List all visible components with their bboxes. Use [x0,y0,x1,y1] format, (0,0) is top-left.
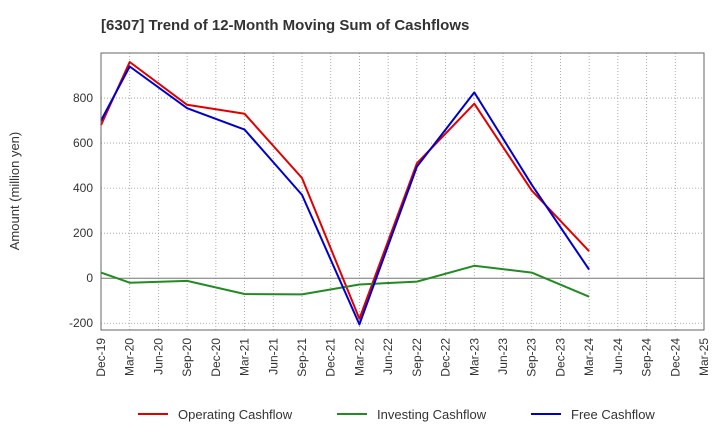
plot-frame [100,52,705,331]
x-tick-label: Sep-20 [180,338,194,377]
x-tick-label: Mar-21 [238,338,252,376]
series-line [100,61,590,320]
legend: Operating Cashflow Investing Cashflow Free… [138,407,655,422]
y-axis-title: Amount (million yen) [7,132,22,251]
y-tick-label: 0 [86,271,93,285]
x-tick-label: Jun-22 [381,338,395,375]
x-tick-label: Dec-20 [209,338,223,377]
legend-item: Free Cashflow [531,407,655,422]
x-tick-label: Dec-19 [94,338,108,377]
x-tick-label: Mar-24 [582,338,596,376]
y-tick-label: 200 [73,226,93,240]
x-tick-label: Sep-23 [525,338,539,377]
chart-title: [6307] Trend of 12-Month Moving Sum of C… [101,17,469,34]
x-tick-label: Mar-20 [123,338,137,376]
y-tick-label: 800 [73,91,93,105]
x-axis-ticks: Dec-19 Mar-20 Jun-20 Sep-20 Dec-20 Mar-21 Jun-… [94,338,711,377]
x-tick-label: Mar-22 [352,338,366,376]
y-tick-label: -200 [69,316,93,330]
legend-label: Free Cashflow [571,407,655,422]
y-axis-ticks: -200 0 200 400 600 800 [69,91,93,330]
series-lines [100,61,590,326]
x-tick-label: Jun-24 [611,338,625,375]
legend-label: Operating Cashflow [178,407,293,422]
legend-item: Investing Cashflow [337,407,487,422]
x-tick-label: Mar-23 [467,338,481,376]
x-tick-label: Sep-22 [410,338,424,377]
x-tick-label: Sep-24 [640,338,654,377]
x-tick-label: Sep-21 [295,338,309,377]
legend-item: Operating Cashflow [138,407,293,422]
x-tick-label: Jun-20 [151,338,165,375]
legend-label: Investing Cashflow [377,407,487,422]
x-tick-label: Dec-23 [553,338,567,377]
x-tick-label: Jun-21 [266,338,280,375]
series-line [100,264,590,298]
x-tick-label: Dec-22 [439,338,453,377]
y-tick-label: 600 [73,136,93,150]
x-tick-label: Dec-21 [324,338,338,377]
x-tick-label: Dec-24 [668,338,682,377]
y-tick-label: 400 [73,181,93,195]
grid-lines [100,53,705,330]
x-tick-label: Jun-23 [496,338,510,375]
x-tick-label: Mar-25 [697,338,711,376]
series-line [100,65,590,326]
